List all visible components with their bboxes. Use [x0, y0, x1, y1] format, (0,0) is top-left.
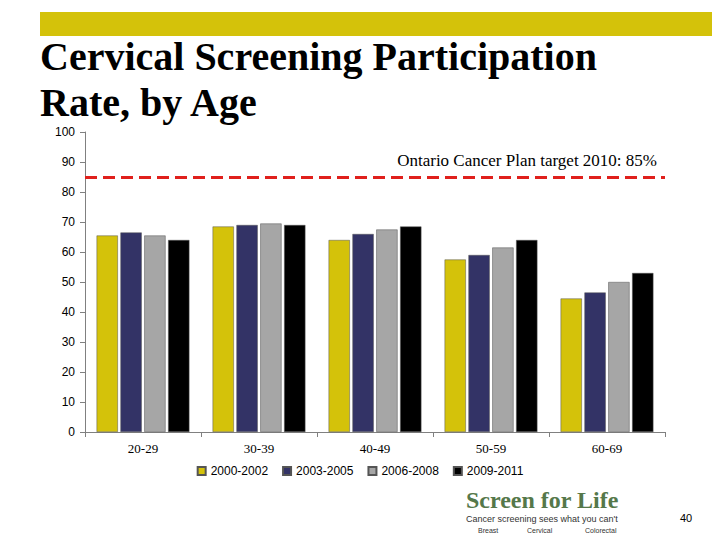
svg-text:Cervical Screening Participati: Cervical Screening Participation — [40, 34, 607, 79]
svg-text:40: 40 — [62, 305, 76, 319]
svg-text:Ontario Cancer Plan target 201: Ontario Cancer Plan target 2010: 85% — [397, 151, 657, 170]
svg-text:Cervical: Cervical — [527, 527, 553, 534]
svg-text:100: 100 — [55, 125, 75, 139]
svg-text:Screen for Life: Screen for Life — [466, 487, 619, 513]
svg-text:30-39: 30-39 — [244, 441, 274, 456]
svg-text:0: 0 — [68, 425, 75, 439]
svg-text:40: 40 — [680, 512, 692, 524]
svg-text:2006-2008: 2006-2008 — [381, 464, 439, 478]
svg-text:20: 20 — [62, 365, 76, 379]
svg-text:Cancer screening sees what you: Cancer screening sees what you can't — [466, 514, 618, 524]
svg-text:50-59: 50-59 — [476, 441, 506, 456]
svg-text:70: 70 — [62, 215, 76, 229]
svg-text:2003-2005: 2003-2005 — [296, 464, 354, 478]
svg-text:60-69: 60-69 — [592, 441, 622, 456]
svg-text:Breast: Breast — [478, 527, 498, 534]
svg-text:2000-2002: 2000-2002 — [211, 464, 269, 478]
svg-text:Rate, by Age: Rate, by Age — [40, 80, 257, 125]
svg-text:60: 60 — [62, 245, 76, 259]
svg-text:Colorectal: Colorectal — [585, 527, 617, 534]
svg-text:90: 90 — [62, 155, 76, 169]
svg-text:2009-2011: 2009-2011 — [467, 464, 524, 478]
svg-text:30: 30 — [62, 335, 76, 349]
svg-text:80: 80 — [62, 185, 76, 199]
svg-text:50: 50 — [62, 275, 76, 289]
svg-text:20-29: 20-29 — [128, 441, 158, 456]
svg-text:40-49: 40-49 — [360, 441, 390, 456]
svg-text:10: 10 — [62, 395, 76, 409]
